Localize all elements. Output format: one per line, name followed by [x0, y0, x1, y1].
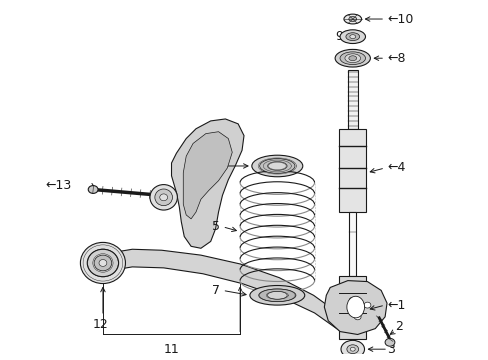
Ellipse shape [87, 249, 119, 277]
Ellipse shape [340, 340, 364, 358]
Text: 3: 3 [386, 343, 394, 356]
Text: 9: 9 [334, 30, 342, 43]
Ellipse shape [353, 314, 360, 320]
Text: ←10: ←10 [386, 13, 412, 26]
Ellipse shape [349, 35, 355, 39]
Text: ←1: ←1 [386, 298, 405, 312]
Ellipse shape [339, 52, 365, 64]
Ellipse shape [384, 338, 394, 346]
Ellipse shape [150, 185, 177, 210]
Ellipse shape [155, 189, 172, 206]
Ellipse shape [259, 159, 294, 173]
Text: ←13: ←13 [45, 179, 71, 192]
Ellipse shape [249, 285, 304, 305]
Ellipse shape [80, 242, 125, 284]
Ellipse shape [345, 33, 359, 41]
Bar [348, 212, 355, 276]
Ellipse shape [99, 260, 107, 266]
Text: 5: 5 [212, 220, 220, 233]
Ellipse shape [346, 345, 358, 354]
Polygon shape [171, 119, 244, 248]
Ellipse shape [339, 30, 365, 44]
Ellipse shape [267, 291, 286, 299]
Ellipse shape [251, 155, 302, 177]
Ellipse shape [267, 162, 286, 170]
Ellipse shape [348, 56, 356, 61]
Text: 11: 11 [163, 343, 179, 356]
Ellipse shape [349, 347, 354, 351]
Ellipse shape [343, 14, 361, 24]
Bar [347, 70, 357, 129]
Ellipse shape [88, 185, 98, 193]
Text: 7: 7 [212, 284, 220, 297]
Ellipse shape [334, 49, 369, 67]
Text: ←8: ←8 [386, 52, 405, 65]
Ellipse shape [258, 289, 295, 302]
Ellipse shape [348, 17, 356, 22]
Ellipse shape [348, 297, 355, 303]
Ellipse shape [363, 302, 370, 308]
Bar [338, 276, 366, 339]
Polygon shape [183, 132, 232, 219]
Ellipse shape [94, 255, 112, 271]
Ellipse shape [346, 296, 364, 318]
Text: 2: 2 [394, 320, 402, 333]
Text: ←4: ←4 [386, 161, 405, 175]
Ellipse shape [160, 194, 167, 201]
Polygon shape [324, 280, 386, 334]
Text: 12: 12 [93, 318, 109, 331]
Polygon shape [102, 249, 355, 340]
Ellipse shape [344, 54, 360, 63]
Bar [338, 129, 366, 212]
Text: 6: 6 [212, 159, 220, 172]
